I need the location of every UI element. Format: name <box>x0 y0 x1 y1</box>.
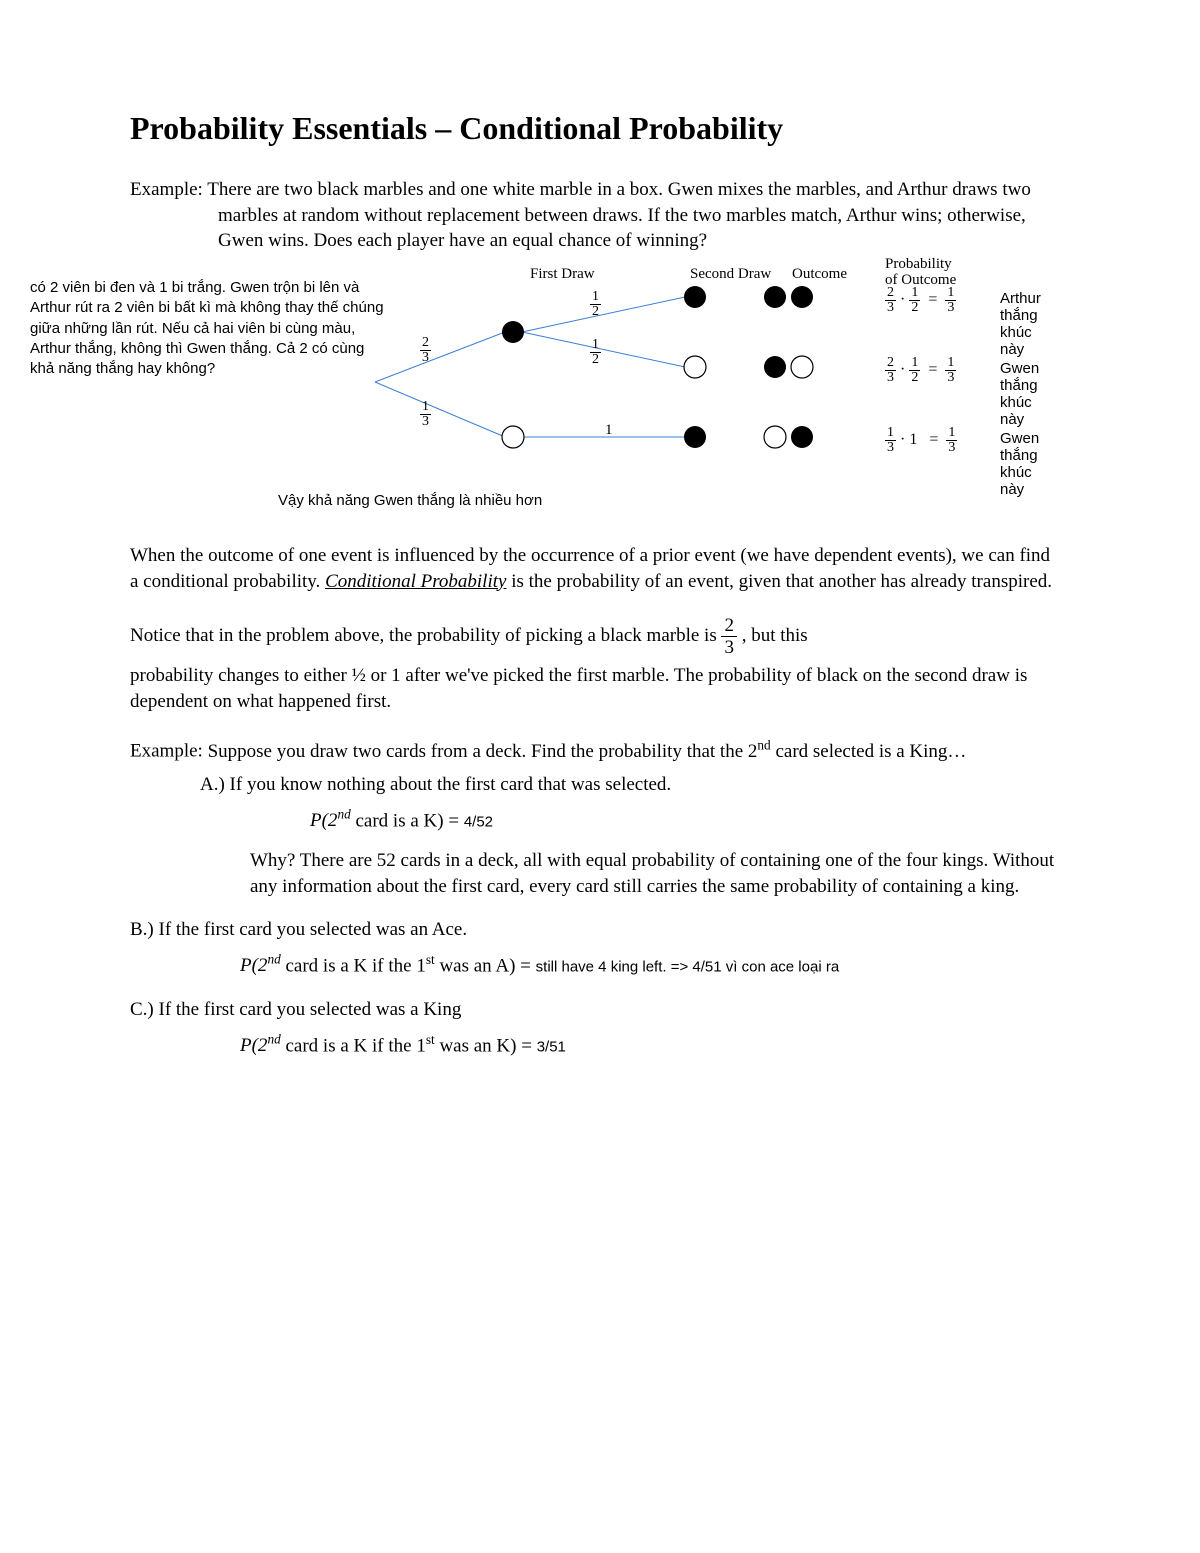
part-a-why: Why? There are 52 cards in a deck, all w… <box>200 848 1060 899</box>
notice-paragraph-line2: probability changes to either ½ or 1 aft… <box>130 663 1060 714</box>
part-c-formula: P(2nd card is a K if the 1st was an K) =… <box>240 1031 1060 1059</box>
header-probability: Probability of Outcome <box>885 256 965 289</box>
tree-diagram: First Draw Second Draw Outcome Probabili… <box>130 262 1060 472</box>
prob-first-black: 23 <box>420 336 431 365</box>
outcome-1-note: Arthur thắng khúc này <box>1000 290 1060 358</box>
example-2-text: Suppose you draw two cards from a deck. … <box>208 741 967 762</box>
part-a-answer: 4/52 <box>464 813 493 830</box>
prob-second-wb: 1 <box>605 422 613 439</box>
outcome-3-note: Gwen thắng khúc này <box>1000 430 1060 498</box>
part-b-answer: still have 4 king left. => 4/51 vì con a… <box>536 958 840 975</box>
page-title: Probability Essentials – Conditional Pro… <box>130 110 1060 147</box>
example-1-text: There are two black marbles and one whit… <box>207 179 1031 251</box>
fraction-two-thirds: 23 <box>721 616 737 657</box>
example-1: Example: There are two black marbles and… <box>130 177 1060 254</box>
part-c-label: C.) If the first card you selected was a… <box>130 997 1060 1023</box>
part-a-label: A.) If you know nothing about the first … <box>200 772 1060 798</box>
outcome-calc-1: 23 · 12 = 13 <box>885 286 956 315</box>
term-conditional-probability: Conditional Probability <box>325 571 506 592</box>
conclusion-note: Vậy khả năng Gwen thắng là nhiều hơn <box>278 492 1060 509</box>
part-b: B.) If the first card you selected was a… <box>130 917 1060 979</box>
example-1-lead: Example: <box>130 179 207 200</box>
definition-paragraph: When the outcome of one event is influen… <box>130 543 1060 594</box>
outcome-calc-3: 13 · 1 = 13 <box>885 426 957 455</box>
notice-paragraph-line1: Notice that in the problem above, the pr… <box>130 616 1060 657</box>
part-b-label: B.) If the first card you selected was a… <box>130 917 1060 943</box>
part-c-answer: 3/51 <box>537 1038 566 1055</box>
prob-second-bw: 12 <box>590 338 601 367</box>
example-2: Example: Suppose you draw two cards from… <box>130 736 1060 764</box>
tree-svg <box>290 262 830 472</box>
part-c: C.) If the first card you selected was a… <box>130 997 1060 1059</box>
outcome-calc-2: 23 · 12 = 13 <box>885 356 956 385</box>
part-a-formula: P(2nd card is a K) = 4/52 <box>310 806 1060 834</box>
part-a: A.) If you know nothing about the first … <box>200 772 1060 899</box>
outcome-2-note: Gwen thắng khúc này <box>1000 360 1060 428</box>
part-b-formula: P(2nd card is a K if the 1st was an A) =… <box>240 951 1060 979</box>
prob-second-bb: 12 <box>590 290 601 319</box>
prob-first-white: 13 <box>420 400 431 429</box>
example-2-lead: Example: <box>130 741 208 762</box>
